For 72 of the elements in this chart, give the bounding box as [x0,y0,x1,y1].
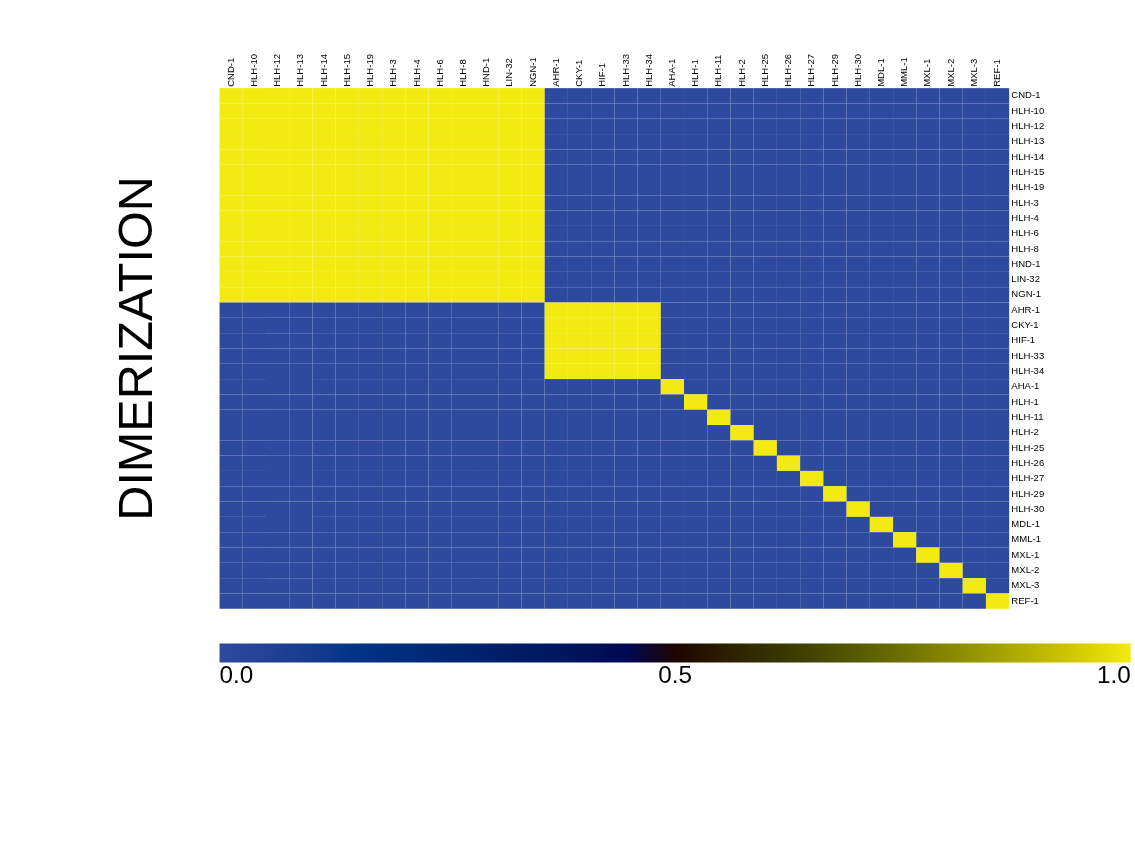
y-tick-label: HLH-12 [1011,120,1045,131]
x-tick-label: HLH-33 [619,53,631,87]
x-tick-label: REF-1 [991,59,1003,87]
x-tick-label: HLH-1 [689,59,701,87]
y-tick-label: HLH-13 [1011,135,1045,147]
x-tick-label: LIN-32 [503,58,515,87]
x-tick-label: HLH-11 [712,54,724,87]
y-tick-label: HLH-26 [1011,456,1045,468]
y-tick-label: HLH-11 [1011,410,1044,422]
x-tick-label: HLH-30 [851,53,863,87]
x-tick-label: HLH-26 [782,53,794,87]
color-bar-label: 1.0 [1096,661,1131,689]
y-tick-label: MXL-3 [1011,579,1040,591]
y-tick-label: HLH-1 [1011,395,1039,407]
x-tick-label: HLH-25 [758,53,770,87]
x-tick-label: NGN-1 [526,57,538,87]
y-tick-label: MDL-1 [1011,518,1040,530]
x-tick-label: HLH-34 [642,53,654,87]
y-tick-label: CKY-1 [1011,319,1039,331]
y-tick-label: HLH-15 [1011,165,1045,177]
y-tick-label: HLH-2 [1011,426,1039,438]
y-tick-label: HND-1 [1011,257,1041,269]
y-tick-label: MML-1 [1011,533,1041,545]
y-axis-title: DIMERIZATION [107,176,162,521]
x-tick-label: HLH-15 [340,53,352,87]
x-tick-label: HLH-19 [364,53,376,87]
x-tick-label: HIF-1 [596,62,608,87]
y-tick-label: AHA-1 [1011,380,1040,392]
x-tick-label: HLH-2 [735,59,747,87]
x-tick-label: HLH-4 [410,58,422,87]
x-tick-label: HLH-27 [805,53,817,87]
y-tick-label: HLH-14 [1011,150,1045,162]
y-tick-label: CND-1 [1011,89,1041,101]
y-tick-label: HLH-30 [1011,502,1045,514]
y-tick-label: NGN-1 [1011,288,1041,300]
color-bar-label: 0.5 [658,661,692,689]
y-tick-label: HLH-4 [1011,211,1040,223]
y-tick-label: MXL-2 [1011,564,1040,576]
x-tick-label: HLH-8 [457,59,468,87]
y-tick-label: HLH-8 [1011,242,1039,254]
x-tick-label: CND-1 [224,57,236,87]
x-tick-label: HLH-12 [271,53,283,87]
x-tick-label: HLH-10 [247,53,259,87]
y-tick-label: HIF-1 [1011,334,1036,346]
y-tick-label: HLH-33 [1011,349,1045,361]
x-tick-label: HND-1 [480,57,492,87]
x-tick-label: MXL-2 [944,58,956,87]
color-bar-label: 0.0 [219,661,254,689]
x-tick-label: HLH-6 [433,59,445,87]
x-tick-label: MXL-1 [921,58,933,87]
x-tick-label: HLH-13 [294,53,306,87]
y-tick-label: LIN-32 [1011,273,1040,285]
y-tick-label: HLH-34 [1011,365,1045,377]
x-tick-label: MDL-1 [875,58,887,87]
y-tick-label: HLH-29 [1011,487,1045,499]
x-tick-label: HLH-3 [387,59,399,87]
y-tick-label: HLH-19 [1011,181,1045,193]
y-tick-label: HLH-10 [1011,104,1045,116]
y-tick-label: REF-1 [1011,594,1039,606]
y-tick-label: HLH-3 [1011,196,1039,208]
x-tick-label: CKY-1 [573,59,585,87]
x-tick-label: AHR-1 [549,58,561,87]
y-tick-label: AHR-1 [1011,303,1040,315]
x-tick-label: MML-1 [898,57,910,87]
x-tick-label: HLH-29 [828,53,840,87]
y-tick-label: MXL-1 [1011,548,1040,560]
x-tick-label: AHA-1 [666,58,678,87]
y-tick-label: HLH-25 [1011,441,1045,453]
x-tick-label: HLH-14 [317,53,329,87]
x-tick-label: MXL-3 [967,58,979,87]
y-tick-label: HLH-27 [1011,472,1045,484]
y-tick-label: HLH-6 [1011,227,1039,239]
